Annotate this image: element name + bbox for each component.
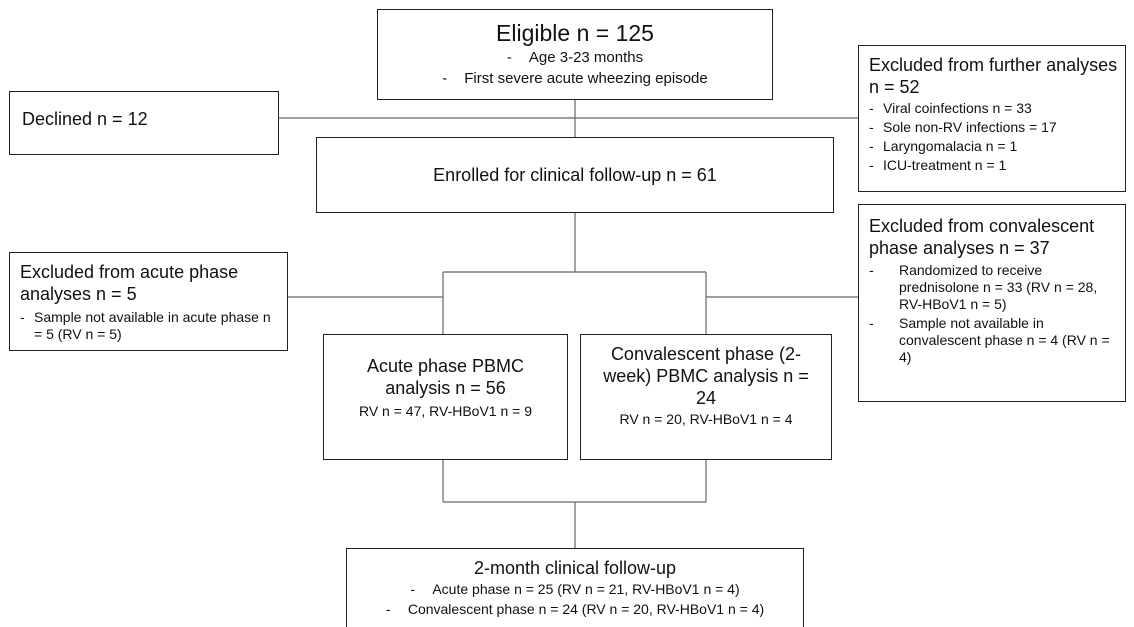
eligible-title: Eligible n = 125 xyxy=(496,20,654,46)
eligible-criterion: Age 3-23 months xyxy=(528,49,644,66)
excluded-further-item: Sole non-RV infections = 17 xyxy=(869,119,1125,136)
excluded-further-item: ICU-treatment n = 1 xyxy=(869,157,1125,174)
enrolled-box: Enrolled for clinical follow-up n = 61 xyxy=(316,137,834,213)
excluded-convalescent-title: Excluded from convalescent phase analyse… xyxy=(869,216,1095,258)
followup-box: 2-month clinical follow-up - Acute phase … xyxy=(346,548,804,627)
eligible-box: Eligible n = 125 - Age 3-23 months - First… xyxy=(377,9,773,100)
convalescent-pbmc-box: Convalescent phase (2-week) PBMC analysi… xyxy=(580,334,832,460)
acute-pbmc-title: Acute phase PBMC analysis n = 56 xyxy=(366,356,525,398)
excluded-convalescent-item: Sample not available in convalescent pha… xyxy=(899,315,1110,365)
excluded-further-item: Laryngomalacia n = 1 xyxy=(869,138,1125,155)
convalescent-pbmc-detail: RV n = 20, RV-HBoV1 n = 4 xyxy=(619,411,793,427)
enrolled-label: Enrolled for clinical follow-up n = 61 xyxy=(433,165,717,185)
followup-item: Acute phase n = 25 (RV n = 21, RV-HBoV1 … xyxy=(432,581,740,597)
acute-pbmc-detail: RV n = 47, RV-HBoV1 n = 9 xyxy=(358,403,533,419)
excluded-further-title: Excluded from further analyses n = 52 xyxy=(869,55,1118,97)
excluded-acute-box: Excluded from acute phase analyses n = 5… xyxy=(9,252,288,351)
excluded-further-item: Viral coinfections n = 33 xyxy=(869,100,1125,117)
excluded-convalescent-box: Excluded from convalescent phase analyse… xyxy=(858,204,1126,402)
declined-label: Declined n = 12 xyxy=(22,109,148,129)
followup-item: Convalescent phase n = 24 (RV n = 20, RV… xyxy=(407,601,765,617)
excluded-further-box: Excluded from further analyses n = 52 Vi… xyxy=(858,45,1126,192)
acute-pbmc-box: Acute phase PBMC analysis n = 56 RV n = … xyxy=(323,334,568,460)
excluded-acute-title: Excluded from acute phase analyses n = 5 xyxy=(20,262,239,304)
convalescent-pbmc-title: Convalescent phase (2-week) PBMC analysi… xyxy=(603,344,809,408)
followup-title: 2-month clinical follow-up xyxy=(473,558,677,578)
eligible-criterion: First severe acute wheezing episode xyxy=(464,70,708,87)
declined-box: Declined n = 12 xyxy=(9,91,279,155)
excluded-convalescent-item: Randomized to receive prednisolone n = 3… xyxy=(899,262,1098,312)
excluded-acute-item: Sample not available in acute phase n = … xyxy=(20,309,279,343)
